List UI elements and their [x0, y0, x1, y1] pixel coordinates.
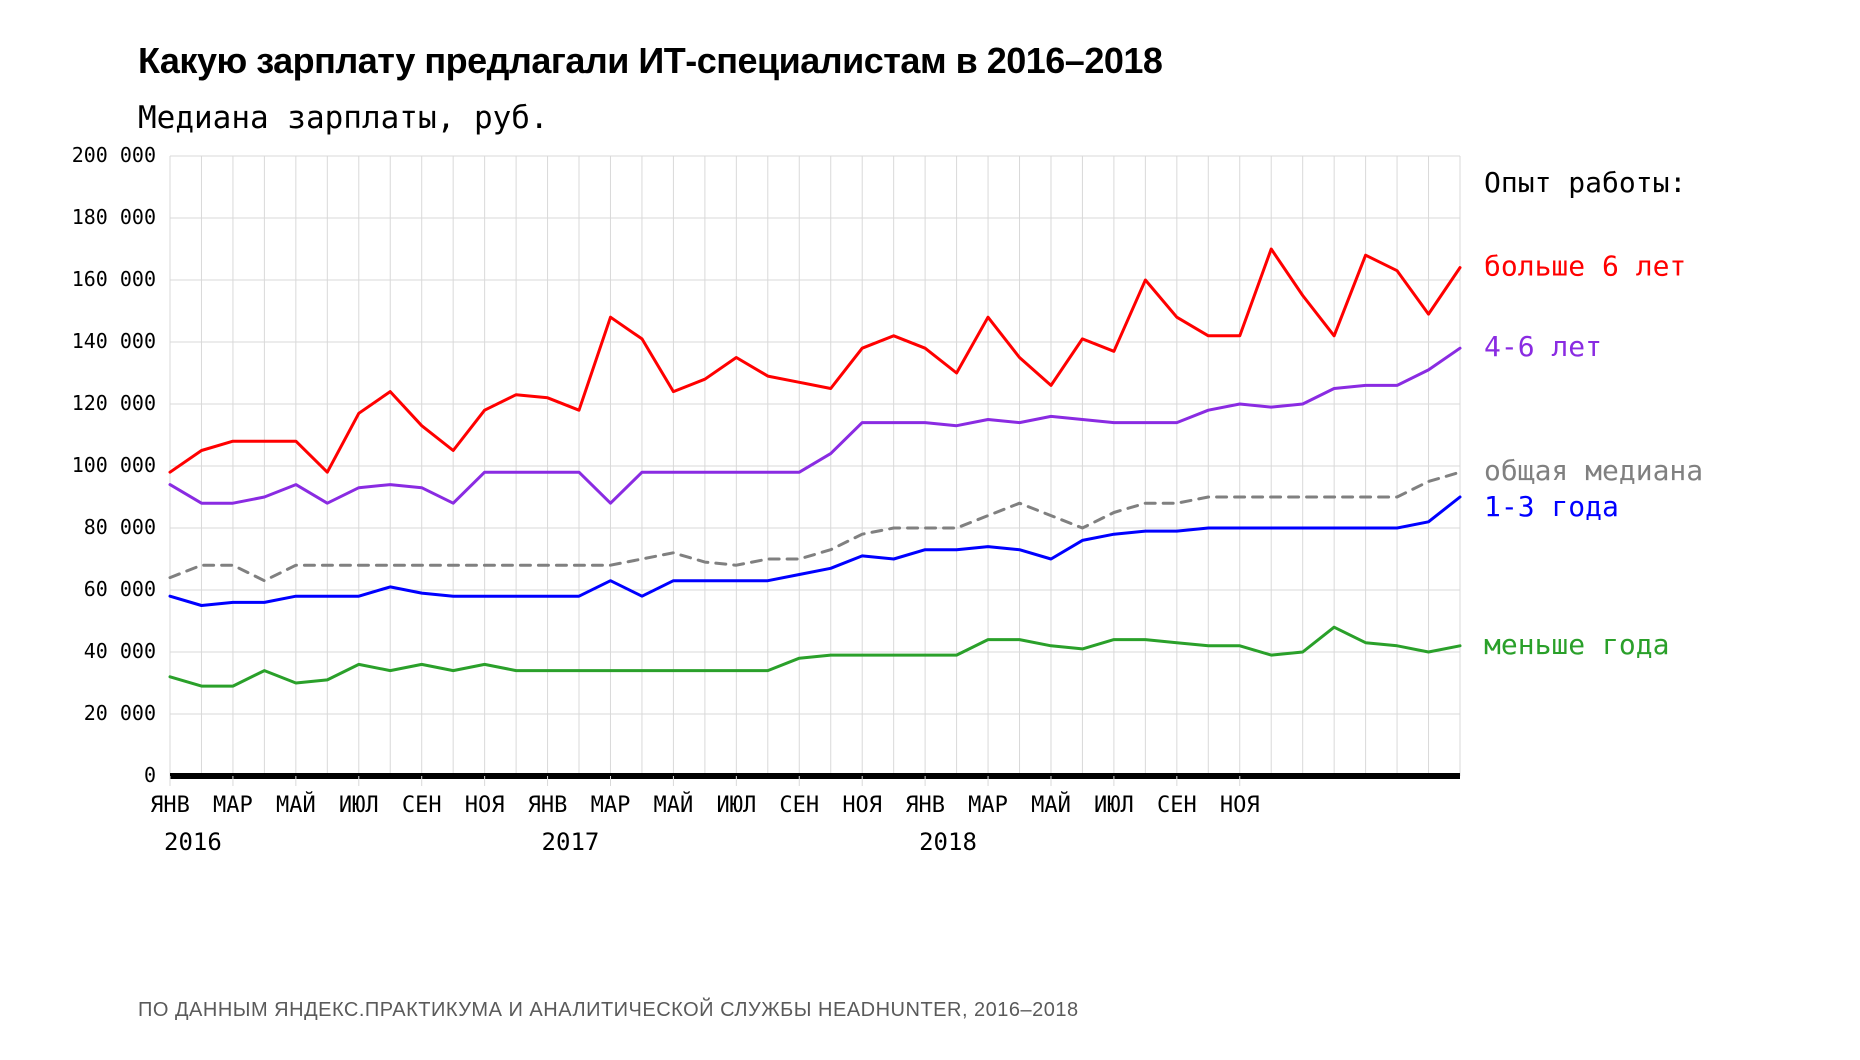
svg-text:СЕН: СЕН — [402, 793, 442, 818]
salary-line-chart: 0 20 000 40 000 60 000 80 000 100 000 120 000 1… — [60, 146, 1800, 966]
svg-text:ЯНВ: ЯНВ — [905, 793, 945, 818]
svg-text:0: 0 — [144, 763, 156, 787]
svg-text:ЯНВ: ЯНВ — [528, 793, 568, 818]
svg-text:60 000: 60 000 — [84, 577, 156, 601]
svg-text:МАР: МАР — [968, 793, 1008, 818]
svg-text:120 000: 120 000 — [72, 391, 156, 415]
legend-title: Опыт работы: — [1484, 166, 1686, 199]
svg-text:2017: 2017 — [542, 828, 600, 856]
svg-text:ИЮЛ: ИЮЛ — [716, 793, 756, 818]
chart-container: 0 20 000 40 000 60 000 80 000 100 000 120 000 1… — [60, 146, 1800, 971]
svg-text:ИЮЛ: ИЮЛ — [1094, 793, 1134, 818]
legend-item-lt1: меньше года — [1484, 628, 1669, 661]
svg-text:НОЯ: НОЯ — [842, 793, 882, 818]
svg-text:160 000: 160 000 — [72, 267, 156, 291]
svg-text:МАР: МАР — [591, 793, 631, 818]
svg-text:20 000: 20 000 — [84, 701, 156, 725]
svg-text:2018: 2018 — [919, 828, 977, 856]
legend-item-y1_3: 1-3 года — [1484, 490, 1619, 523]
svg-text:МАЙ: МАЙ — [654, 792, 694, 818]
svg-text:СЕН: СЕН — [779, 793, 819, 818]
svg-text:НОЯ: НОЯ — [465, 793, 505, 818]
legend-item-gt6: больше 6 лет — [1484, 250, 1686, 283]
svg-text:100 000: 100 000 — [72, 453, 156, 477]
svg-text:ИЮЛ: ИЮЛ — [339, 793, 379, 818]
svg-text:ЯНВ: ЯНВ — [150, 793, 190, 818]
svg-text:180 000: 180 000 — [72, 205, 156, 229]
svg-text:МАР: МАР — [213, 793, 253, 818]
legend-item-y4_6: 4-6 лет — [1484, 330, 1602, 363]
svg-text:140 000: 140 000 — [72, 329, 156, 353]
chart-title: Какую зарплату предлагали ИТ-специалиста… — [138, 40, 1800, 82]
svg-text:МАЙ: МАЙ — [276, 792, 316, 818]
svg-text:80 000: 80 000 — [84, 515, 156, 539]
svg-text:40 000: 40 000 — [84, 639, 156, 663]
svg-text:2016: 2016 — [164, 828, 222, 856]
chart-footer: ПО ДАННЫМ ЯНДЕКС.ПРАКТИКУМА И АНАЛИТИЧЕС… — [138, 999, 1800, 1022]
chart-subtitle: Медиана зарплаты, руб. — [138, 100, 1800, 136]
svg-text:200 000: 200 000 — [72, 146, 156, 167]
svg-text:МАЙ: МАЙ — [1031, 792, 1071, 818]
svg-text:НОЯ: НОЯ — [1220, 793, 1260, 818]
legend-item-median: общая медиана — [1484, 454, 1703, 487]
svg-text:СЕН: СЕН — [1157, 793, 1197, 818]
